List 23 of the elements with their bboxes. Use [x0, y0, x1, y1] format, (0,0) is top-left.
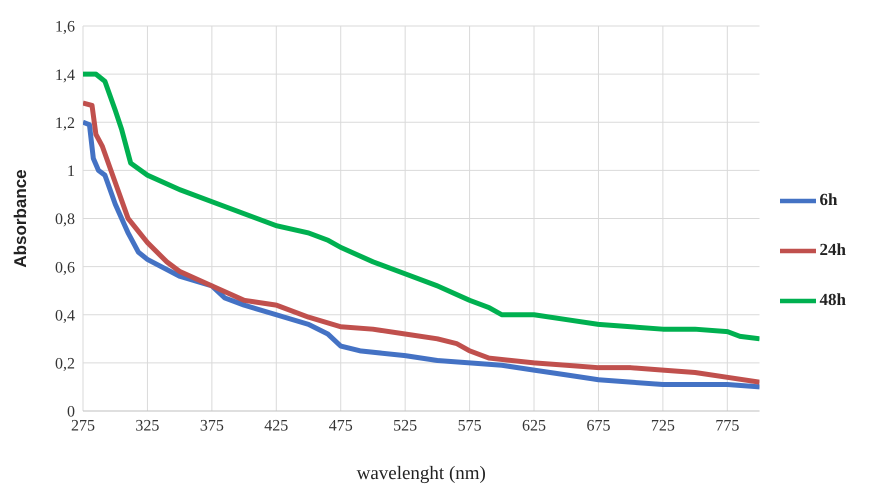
y-tick-label: 0,6: [55, 259, 75, 276]
y-tick-label: 0,8: [55, 211, 75, 228]
x-tick-label: 775: [715, 417, 740, 434]
x-tick-label: 525: [393, 417, 418, 434]
x-tick-label: 375: [200, 417, 224, 434]
y-tick-label: 1,4: [55, 66, 75, 84]
y-axis-title: Absorbance: [11, 169, 30, 268]
x-tick-label: 575: [458, 417, 482, 434]
x-tick-label: 625: [522, 417, 546, 434]
y-tick-label: 0,4: [55, 307, 75, 324]
y-tick-label: 1,2: [55, 114, 75, 132]
x-tick-label: 675: [586, 417, 610, 434]
x-tick-label: 725: [650, 417, 675, 434]
legend-label: 6h: [820, 190, 838, 208]
x-tick-label: 475: [328, 417, 353, 434]
x-axis-title: wavelenght (nm): [356, 463, 486, 484]
x-tick-label: 425: [264, 417, 288, 434]
x-tick-label: 325: [135, 417, 160, 434]
y-tick-label: 1,6: [55, 18, 75, 36]
y-tick-label: 0,2: [55, 356, 75, 373]
legend-label: 24h: [820, 240, 846, 258]
legend-label: 48h: [820, 290, 846, 308]
y-tick-label: 1: [67, 163, 75, 180]
